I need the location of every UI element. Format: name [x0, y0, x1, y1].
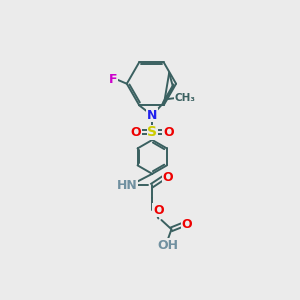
Text: O: O	[182, 218, 192, 231]
Text: O: O	[162, 171, 173, 184]
Text: O: O	[163, 126, 174, 139]
Text: OH: OH	[157, 239, 178, 252]
Text: S: S	[147, 125, 157, 139]
Text: CH₃: CH₃	[174, 93, 195, 103]
Text: F: F	[109, 73, 117, 85]
Text: HN: HN	[116, 179, 137, 192]
Text: O: O	[131, 126, 141, 139]
Text: O: O	[153, 203, 164, 217]
Text: N: N	[147, 109, 158, 122]
